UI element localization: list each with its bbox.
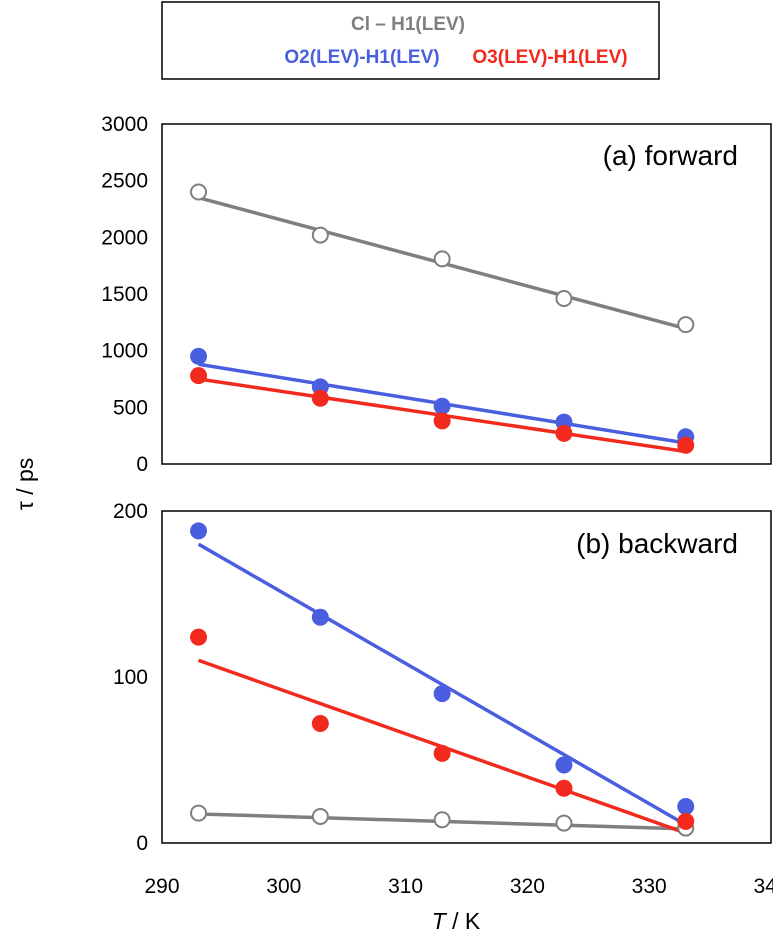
- data-point-o2: [433, 397, 451, 415]
- legend-item-o2: O2(LEV)-H1(LEV): [284, 47, 439, 68]
- panel-backward-frame: [161, 510, 772, 844]
- panel-forward-points: [190, 183, 695, 454]
- x-axis-title-unit: / K: [446, 908, 481, 934]
- panel-backward-x-tick-label: 300: [266, 875, 301, 898]
- data-point-o3: [677, 812, 695, 830]
- y-axis-title: τ / ps: [12, 458, 38, 511]
- data-point-o3: [433, 744, 451, 762]
- panel-backward: (b) backward 0 100 200 290 300 310 320 330 340: [113, 500, 773, 898]
- panel-backward-y-ticks: 0 100 200: [113, 500, 148, 855]
- panel-forward-y-tick-label: 0: [136, 453, 148, 476]
- data-point-o2: [190, 522, 208, 540]
- panel-backward-x-tick-label: 290: [144, 875, 179, 898]
- data-point-cl: [555, 814, 573, 832]
- data-point-o2: [677, 797, 695, 815]
- panel-backward-y-tick-label: 200: [113, 500, 148, 523]
- data-point-o3: [190, 628, 208, 646]
- data-point-o3: [555, 779, 573, 797]
- legend-item-o3: O3(LEV)-H1(LEV): [472, 47, 627, 68]
- data-point-o3: [555, 424, 573, 442]
- panel-backward-x-tick-label: 340: [753, 875, 773, 898]
- data-point-o3: [311, 714, 329, 732]
- data-point-o3: [433, 412, 451, 430]
- data-point-cl: [311, 807, 329, 825]
- panel-backward-x-tick-label: 310: [388, 875, 423, 898]
- data-point-cl: [555, 290, 573, 308]
- legend-frame: [161, 1, 660, 80]
- data-point-cl: [190, 804, 208, 822]
- data-point-o3: [677, 436, 695, 454]
- panel-backward-x-ticks: 290 300 310 320 330 340: [144, 875, 773, 898]
- panel-forward-y-tick-label: 2500: [101, 170, 148, 193]
- panel-backward-label: (b) backward: [576, 528, 738, 559]
- data-point-o3: [190, 367, 208, 385]
- x-axis-title-var: T: [432, 908, 448, 934]
- panel-forward-y-ticks: 0 500 1000 1500 2000 2500 3000: [101, 113, 148, 476]
- legend-item-cl: Cl – H1(LEV): [351, 14, 465, 35]
- panel-backward-x-tick-label: 330: [632, 875, 667, 898]
- panel-backward-points: [190, 522, 695, 837]
- data-point-cl: [311, 226, 329, 244]
- panel-forward-y-tick-label: 500: [113, 396, 148, 419]
- panel-forward-y-tick-label: 2000: [101, 226, 148, 249]
- fit-line-o2: [197, 542, 687, 827]
- data-point-cl: [433, 811, 451, 829]
- data-point-o2: [433, 685, 451, 703]
- data-point-o2: [190, 347, 208, 365]
- panel-forward: (a) forward 0 500 1000 1500 2000 2500 3000: [101, 113, 772, 476]
- panel-backward-y-tick-label: 0: [136, 832, 148, 855]
- legend: Cl – H1(LEV) O2(LEV)-H1(LEV) O3(LEV)-H1(…: [161, 1, 660, 80]
- panel-forward-y-tick-label: 1500: [101, 283, 148, 306]
- data-point-o2: [555, 756, 573, 774]
- data-point-cl: [433, 250, 451, 268]
- panel-backward-x-tick-label: 320: [510, 875, 545, 898]
- data-point-o3: [311, 389, 329, 407]
- panel-forward-label: (a) forward: [603, 140, 738, 171]
- x-axis-title: T / K: [432, 908, 481, 934]
- panel-backward-y-tick-label: 100: [113, 666, 148, 689]
- panel-forward-frame: [161, 123, 772, 465]
- data-point-cl: [190, 183, 208, 201]
- panel-forward-y-tick-label: 1000: [101, 340, 148, 363]
- data-point-cl: [677, 316, 695, 334]
- data-point-o2: [311, 608, 329, 626]
- panel-forward-y-tick-label: 3000: [101, 113, 148, 136]
